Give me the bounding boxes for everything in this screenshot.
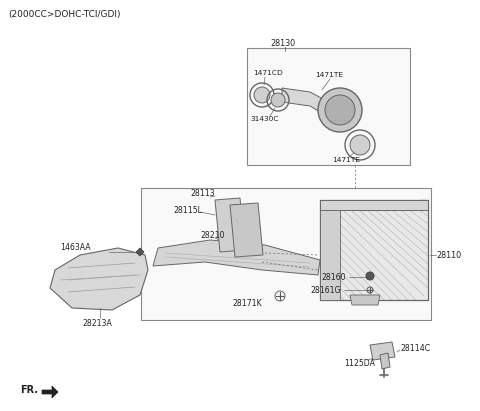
Text: 1463AA: 1463AA: [60, 242, 91, 252]
Polygon shape: [370, 342, 395, 360]
Circle shape: [271, 93, 285, 107]
Text: 28114C: 28114C: [400, 344, 430, 353]
Text: 1471TE: 1471TE: [315, 72, 343, 78]
Bar: [320, 200, 428, 300]
Bar: [141, 188, 431, 320]
Text: 28113: 28113: [190, 189, 215, 198]
Text: 1125DA: 1125DA: [344, 358, 375, 367]
Polygon shape: [380, 353, 390, 369]
Text: 28110: 28110: [436, 250, 461, 259]
Polygon shape: [42, 386, 58, 398]
Polygon shape: [136, 248, 144, 256]
Text: FR.: FR.: [20, 385, 38, 395]
Polygon shape: [282, 88, 330, 122]
Text: (2000CC>DOHC-TCI/GDI): (2000CC>DOHC-TCI/GDI): [8, 9, 120, 18]
Polygon shape: [325, 101, 338, 114]
Circle shape: [366, 272, 374, 280]
Polygon shape: [320, 200, 428, 210]
Polygon shape: [50, 248, 148, 310]
Text: 28130: 28130: [270, 39, 295, 48]
Text: 28160: 28160: [321, 272, 346, 282]
Text: 31430C: 31430C: [250, 116, 278, 122]
Polygon shape: [350, 295, 380, 305]
Text: 1471CD: 1471CD: [253, 70, 283, 76]
Circle shape: [350, 135, 370, 155]
Circle shape: [325, 95, 355, 125]
Circle shape: [254, 87, 270, 103]
Polygon shape: [153, 240, 320, 275]
Text: 28161G: 28161G: [310, 286, 340, 295]
Text: 28115L: 28115L: [173, 206, 202, 215]
Polygon shape: [230, 203, 263, 257]
Text: 28171K: 28171K: [232, 298, 262, 307]
Bar: [247, 48, 410, 165]
Polygon shape: [320, 210, 340, 300]
Text: 28213A: 28213A: [82, 319, 112, 328]
Circle shape: [318, 88, 362, 132]
Text: 1471TE: 1471TE: [332, 157, 360, 163]
Polygon shape: [215, 198, 245, 252]
Text: 28210: 28210: [200, 231, 225, 240]
